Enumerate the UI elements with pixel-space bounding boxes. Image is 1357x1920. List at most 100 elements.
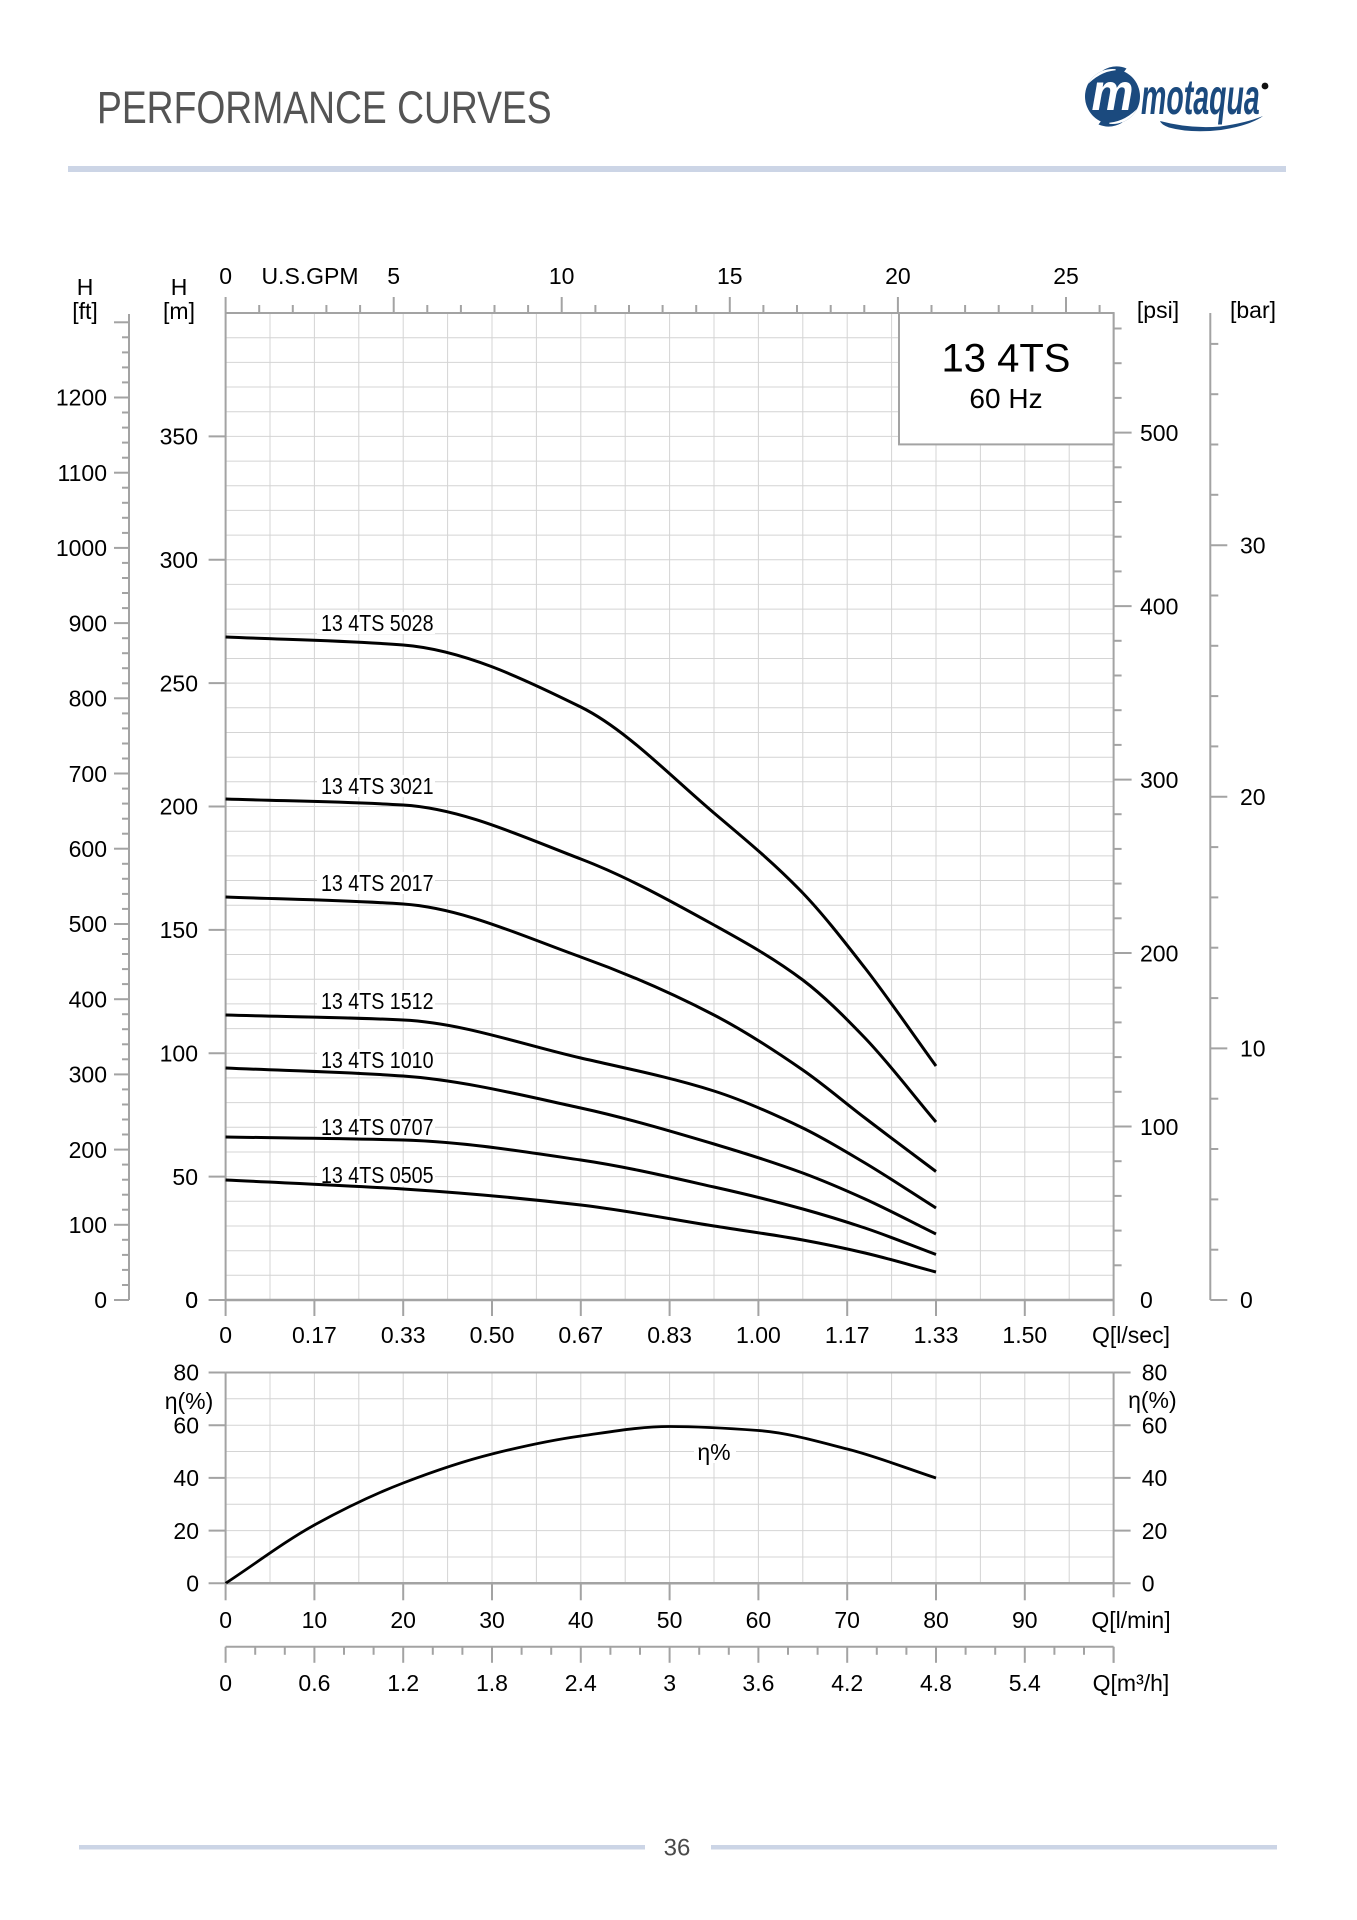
svg-text:0: 0	[219, 1607, 232, 1633]
svg-text:Q[l/min]: Q[l/min]	[1091, 1607, 1170, 1633]
svg-text:m: m	[1092, 64, 1134, 122]
svg-text:20: 20	[390, 1607, 416, 1633]
svg-text:13 4TS 1010: 13 4TS 1010	[321, 1048, 434, 1074]
svg-text:90: 90	[1012, 1607, 1038, 1633]
svg-text:13 4TS 2017: 13 4TS 2017	[321, 871, 433, 897]
svg-text:100: 100	[69, 1212, 107, 1238]
svg-text:80: 80	[923, 1607, 949, 1633]
svg-text:5: 5	[387, 263, 400, 289]
svg-text:20: 20	[1142, 1518, 1168, 1544]
svg-text:500: 500	[1140, 420, 1178, 446]
svg-text:1200: 1200	[56, 385, 107, 411]
svg-text:H: H	[171, 274, 188, 300]
svg-text:900: 900	[69, 610, 107, 636]
svg-text:600: 600	[69, 836, 107, 862]
svg-text:0: 0	[1142, 1571, 1155, 1597]
svg-text:0: 0	[1240, 1287, 1253, 1313]
svg-text:4.8: 4.8	[920, 1670, 952, 1696]
svg-text:30: 30	[1240, 532, 1266, 558]
svg-text:η%: η%	[697, 1439, 730, 1465]
svg-text:15: 15	[717, 263, 743, 289]
svg-text:0: 0	[219, 1670, 232, 1696]
svg-text:400: 400	[1140, 593, 1178, 619]
svg-text:1.8: 1.8	[476, 1670, 508, 1696]
svg-text:0: 0	[185, 1287, 198, 1313]
svg-text:PERFORMANCE CURVES: PERFORMANCE CURVES	[97, 83, 552, 133]
svg-text:60 Hz: 60 Hz	[969, 383, 1042, 414]
svg-text:[bar]: [bar]	[1230, 297, 1276, 323]
svg-text:80: 80	[1142, 1360, 1168, 1386]
svg-text:4.2: 4.2	[831, 1670, 863, 1696]
svg-text:13 4TS 0707: 13 4TS 0707	[321, 1115, 433, 1141]
svg-text:[m]: [m]	[163, 298, 195, 324]
svg-text:13 4TS 0505: 13 4TS 0505	[321, 1163, 433, 1189]
svg-text:1100: 1100	[58, 460, 107, 486]
svg-text:Q[m³/h]: Q[m³/h]	[1093, 1670, 1170, 1696]
svg-text:1000: 1000	[56, 535, 107, 561]
svg-text:[psi]: [psi]	[1137, 297, 1179, 323]
svg-text:13 4TS 1512: 13 4TS 1512	[321, 989, 433, 1015]
svg-text:700: 700	[69, 761, 107, 787]
svg-text:150: 150	[160, 917, 198, 943]
svg-text:100: 100	[160, 1041, 198, 1067]
svg-text:40: 40	[568, 1607, 594, 1633]
svg-text:50: 50	[657, 1607, 683, 1633]
svg-text:200: 200	[69, 1137, 107, 1163]
svg-text:motaqua: motaqua	[1141, 69, 1260, 126]
svg-text:1.17: 1.17	[825, 1322, 870, 1348]
svg-text:350: 350	[160, 424, 198, 450]
svg-text:η(%): η(%)	[165, 1388, 214, 1414]
svg-text:0.6: 0.6	[298, 1670, 330, 1696]
svg-text:80: 80	[173, 1360, 199, 1386]
svg-text:800: 800	[69, 686, 107, 712]
svg-text:400: 400	[69, 986, 107, 1012]
svg-text:300: 300	[160, 547, 198, 573]
svg-text:60: 60	[746, 1607, 772, 1633]
svg-text:1.00: 1.00	[736, 1322, 781, 1348]
svg-text:0.33: 0.33	[381, 1322, 426, 1348]
svg-text:1.50: 1.50	[1002, 1322, 1047, 1348]
svg-text:2.4: 2.4	[565, 1670, 597, 1696]
svg-text:30: 30	[479, 1607, 505, 1633]
svg-text:60: 60	[1142, 1412, 1168, 1438]
svg-text:0.50: 0.50	[470, 1322, 515, 1348]
svg-text:0: 0	[186, 1571, 199, 1597]
svg-text:20: 20	[885, 263, 911, 289]
svg-text:20: 20	[1240, 784, 1266, 810]
svg-text:0: 0	[185, 1287, 198, 1313]
svg-text:[ft]: [ft]	[72, 298, 98, 324]
svg-text:5.4: 5.4	[1009, 1670, 1041, 1696]
svg-text:0.17: 0.17	[292, 1322, 337, 1348]
svg-text:3: 3	[663, 1670, 676, 1696]
svg-text:1.33: 1.33	[914, 1322, 959, 1348]
svg-text:13 4TS 5028: 13 4TS 5028	[321, 611, 433, 637]
svg-text:13 4TS 3021: 13 4TS 3021	[321, 774, 433, 800]
svg-text:0: 0	[219, 263, 232, 289]
svg-text:100: 100	[1140, 1114, 1178, 1140]
svg-text:200: 200	[160, 794, 198, 820]
svg-text:H: H	[77, 274, 94, 300]
svg-text:η(%): η(%)	[1128, 1387, 1177, 1413]
svg-text:25: 25	[1053, 263, 1079, 289]
svg-text:10: 10	[302, 1607, 328, 1633]
svg-text:300: 300	[69, 1062, 107, 1088]
svg-text:50: 50	[172, 1164, 198, 1190]
svg-text:U.S.GPM: U.S.GPM	[261, 263, 358, 289]
svg-text:10: 10	[549, 263, 575, 289]
svg-text:40: 40	[1142, 1465, 1168, 1491]
svg-text:500: 500	[69, 911, 107, 937]
svg-text:0: 0	[94, 1287, 107, 1313]
svg-text:0: 0	[1140, 1287, 1153, 1313]
svg-text:200: 200	[1140, 940, 1178, 966]
svg-text:250: 250	[160, 670, 198, 696]
svg-text:0.67: 0.67	[558, 1322, 603, 1348]
svg-text:0.83: 0.83	[647, 1322, 692, 1348]
svg-text:10: 10	[1240, 1036, 1266, 1062]
svg-text:40: 40	[173, 1465, 199, 1491]
svg-text:70: 70	[834, 1607, 860, 1633]
svg-text:Q[l/sec]: Q[l/sec]	[1092, 1322, 1170, 1348]
svg-text:1.2: 1.2	[387, 1670, 419, 1696]
svg-text:3.6: 3.6	[742, 1670, 774, 1696]
svg-text:60: 60	[173, 1412, 199, 1438]
svg-text:36: 36	[664, 1835, 691, 1862]
